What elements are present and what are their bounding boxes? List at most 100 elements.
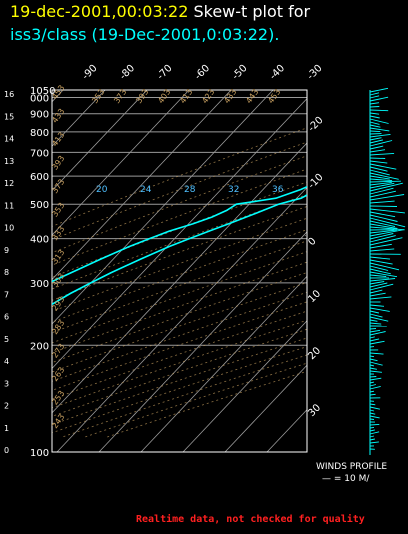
wind-barb <box>369 296 392 300</box>
isotherm-line <box>98 231 307 452</box>
wind-barb <box>369 418 375 420</box>
pressure-label: 900 <box>30 110 49 121</box>
height-km-label: 3 <box>4 379 9 388</box>
height-km-label: 9 <box>4 246 9 255</box>
adiabat-label: 243 <box>50 412 66 430</box>
pressure-label: 000 <box>30 94 49 105</box>
wind-barb <box>369 182 403 192</box>
wind-barb <box>369 237 403 246</box>
wind-barb <box>369 370 382 373</box>
wind-barb <box>369 220 396 228</box>
isotherm-line <box>52 90 232 281</box>
wind-barb <box>369 393 376 396</box>
mixing-ratio-label: 32 <box>228 185 239 195</box>
wind-barb <box>369 139 384 144</box>
wind-barb <box>369 310 379 314</box>
pressure-label: 400 <box>30 235 49 246</box>
pressure-label: 300 <box>30 279 49 290</box>
wind-barb <box>369 415 380 419</box>
dry-adiabat <box>52 155 307 254</box>
wind-barb <box>369 281 385 285</box>
height-km-label: 15 <box>4 112 14 121</box>
wind-barb <box>369 423 380 426</box>
wind-barb <box>369 328 377 330</box>
adiabat-label: 283 <box>50 318 66 336</box>
dry-adiabat <box>52 251 307 344</box>
wind-barb <box>369 259 393 265</box>
wind-barb <box>369 229 397 234</box>
adiabat-label: 313 <box>50 248 66 266</box>
wind-barb <box>369 322 382 325</box>
isotherm-line <box>52 142 307 414</box>
wind-barb <box>369 274 387 277</box>
dry-adiabat <box>52 282 307 373</box>
isotherm-label-top: -80 <box>118 63 137 82</box>
wind-barb <box>369 441 379 444</box>
title-text: Skew-t plot for <box>193 2 311 21</box>
wind-barb <box>369 175 390 180</box>
pressure-label: 500 <box>30 200 49 211</box>
wind-barb <box>369 145 384 150</box>
wind-barb <box>369 157 386 159</box>
wind-barb <box>369 390 375 393</box>
quality-note: Realtime data, not checked for quality <box>136 514 365 525</box>
wind-barb <box>369 92 380 96</box>
height-km-label: 10 <box>4 224 14 233</box>
wind-barb <box>369 102 380 105</box>
isotherm-label-top: -60 <box>193 63 212 82</box>
wind-barb <box>369 226 405 231</box>
wind-barb <box>369 316 389 322</box>
wind-barb <box>369 214 398 222</box>
wind-barb <box>369 87 389 93</box>
wind-barb <box>369 331 386 336</box>
dry-adiabat <box>52 217 307 312</box>
wind-barb <box>369 435 375 438</box>
height-km-label: 16 <box>4 90 14 99</box>
wind-barb <box>369 438 375 441</box>
wind-barb <box>369 211 396 218</box>
wind-barb <box>369 282 388 288</box>
wind-barb <box>369 109 389 112</box>
temperature-trace <box>52 194 307 306</box>
wind-barb <box>369 235 396 243</box>
wind-barb <box>369 180 401 183</box>
wind-barb <box>369 278 396 282</box>
wind-barb <box>369 329 381 333</box>
wind-barb <box>369 130 381 133</box>
isotherm-line <box>52 90 274 325</box>
wind-barb <box>369 268 391 275</box>
height-km-label: 2 <box>4 402 9 411</box>
wind-barb <box>369 406 380 410</box>
wind-barb <box>369 163 397 170</box>
pressure-label: 100 <box>30 448 49 459</box>
wind-barb <box>369 233 394 240</box>
wind-barb <box>369 205 398 207</box>
wind-barb <box>369 140 393 147</box>
wind-barb <box>369 361 383 366</box>
dry-adiabat <box>52 337 307 426</box>
wind-barb <box>369 95 380 99</box>
adiabat-label: 353 <box>50 201 66 219</box>
wind-barb <box>369 217 406 228</box>
isotherm-label-top: -30 <box>305 63 324 82</box>
isotherm-label-right: 10 <box>306 288 323 305</box>
height-km-label: 11 <box>4 201 14 210</box>
title-line-1: 19-dec-2001,00:03:22 Skew-t plot for <box>10 1 310 23</box>
wind-barb <box>369 403 376 406</box>
dewpoint-trace <box>52 185 307 283</box>
wind-barb <box>369 426 375 429</box>
adiabat-label: 273 <box>50 342 66 360</box>
wind-barb <box>369 96 389 102</box>
height-km-label: 5 <box>4 335 9 344</box>
pressure-label: 700 <box>30 148 49 159</box>
adiabat-label: 303 <box>50 271 66 289</box>
wind-barb <box>369 169 390 176</box>
wind-barb <box>369 187 394 195</box>
isotherm-line <box>52 97 307 369</box>
mixing-ratio-label: 28 <box>184 185 196 195</box>
height-km-label: 12 <box>4 179 14 188</box>
wind-barb <box>369 340 385 345</box>
wind-barb <box>369 377 382 381</box>
isotherm-line <box>52 90 148 192</box>
isotherm-label-right: 20 <box>306 345 323 362</box>
